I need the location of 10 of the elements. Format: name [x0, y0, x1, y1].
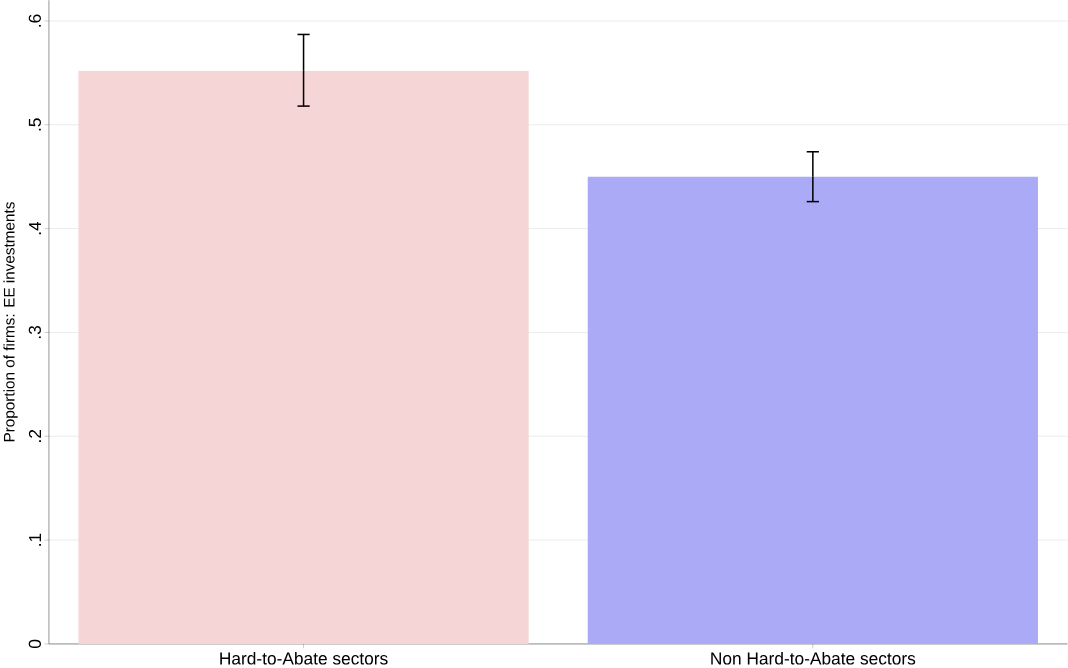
y-tick-label: .6 — [28, 14, 41, 27]
x-tick-label: Hard-to-Abate sectors — [220, 651, 388, 665]
y-tick-label: 0 — [28, 639, 41, 649]
y-tick-label: .3 — [28, 325, 41, 339]
x-tick-label: Non Hard-to-Abate sectors — [711, 651, 916, 665]
y-tick-label: .2 — [28, 429, 41, 442]
y-tick-label: .5 — [28, 118, 41, 131]
y-tick-label: .1 — [29, 533, 41, 546]
y-tick-label: .4 — [29, 221, 41, 235]
y-axis-title: Proportion of firms: EE investments — [3, 202, 18, 442]
